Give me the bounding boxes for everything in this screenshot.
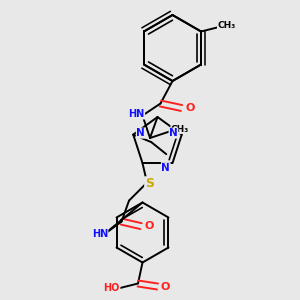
Text: HO: HO (103, 283, 120, 293)
Text: N: N (161, 163, 170, 172)
Text: HN: HN (128, 109, 145, 119)
Text: N: N (136, 128, 145, 138)
Text: CH₃: CH₃ (171, 124, 189, 134)
Text: CH₃: CH₃ (218, 21, 236, 30)
Text: O: O (145, 221, 154, 231)
Text: O: O (186, 103, 195, 113)
Text: O: O (160, 281, 170, 292)
Text: N: N (169, 128, 178, 138)
Text: S: S (145, 177, 154, 190)
Text: HN: HN (92, 229, 108, 238)
